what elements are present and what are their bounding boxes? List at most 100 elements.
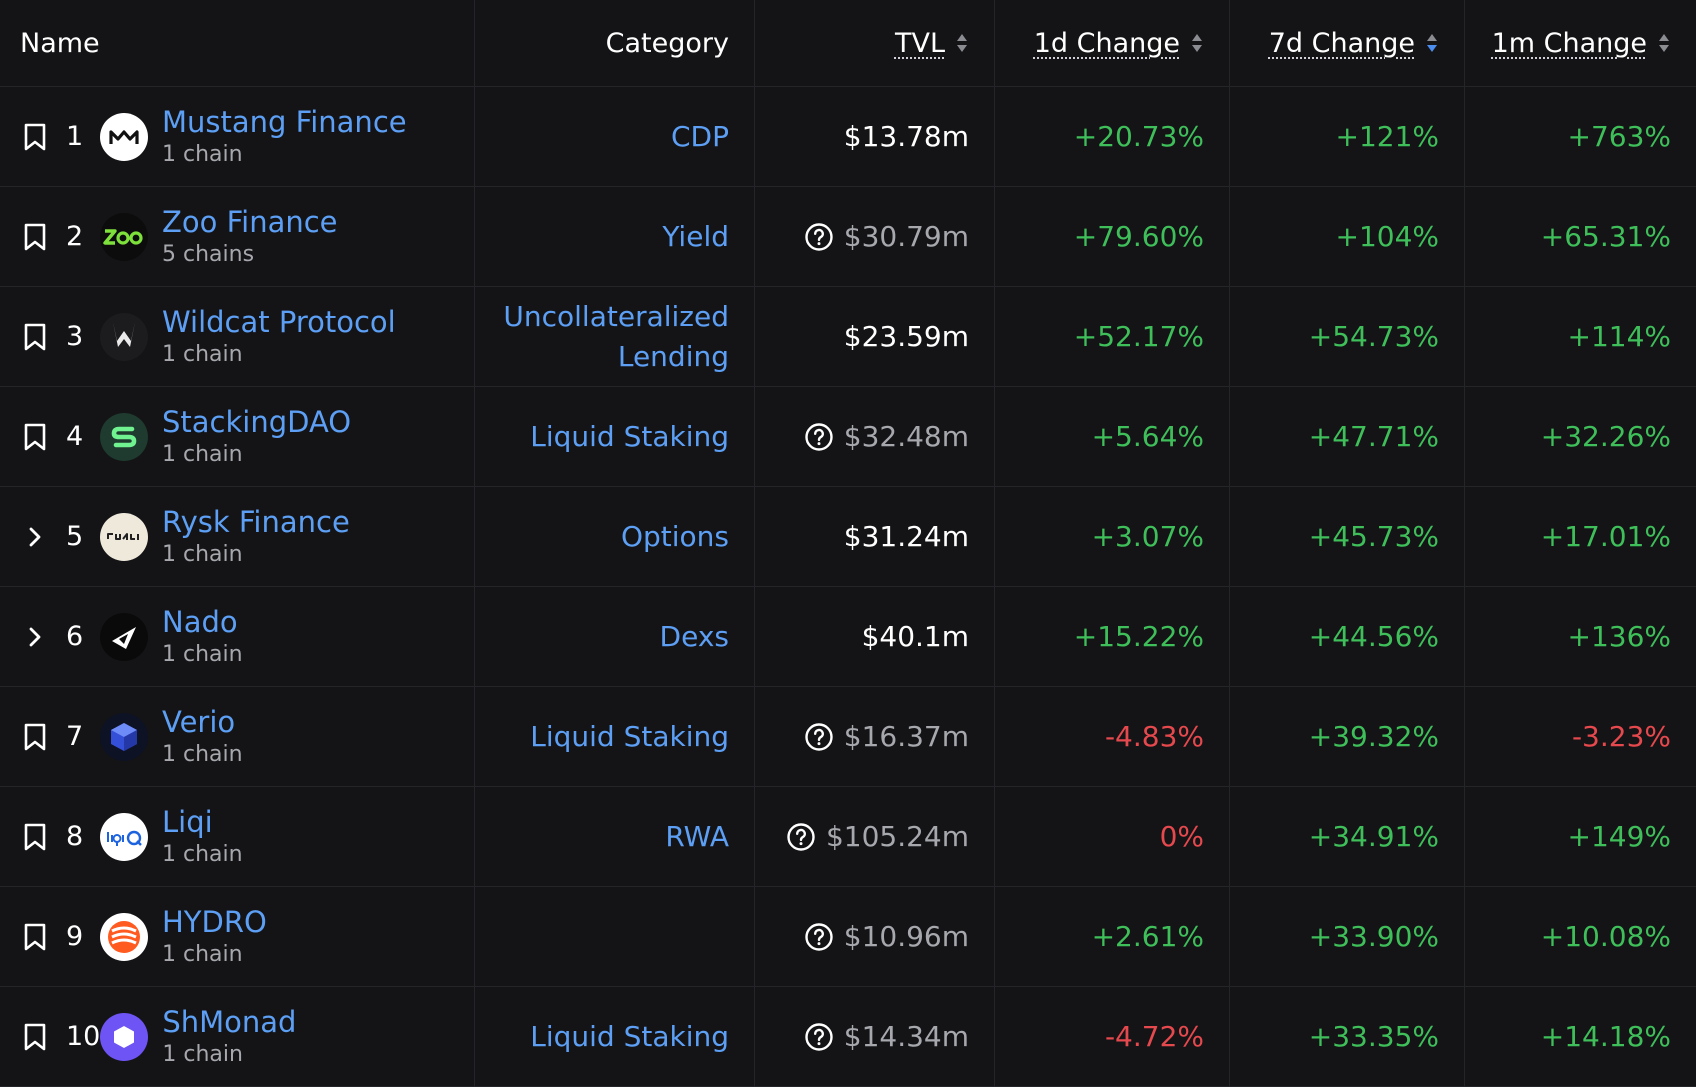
change-1m-value: +763% [1567, 120, 1671, 153]
change-7d-cell: +34.91% [1230, 787, 1465, 886]
bookmark-icon[interactable] [20, 322, 50, 352]
category-link[interactable]: Liquid Staking [530, 1019, 729, 1053]
change-7d-cell: +104% [1230, 187, 1465, 286]
change-7d-cell: +33.35% [1230, 987, 1465, 1086]
bookmark-icon[interactable] [20, 222, 50, 252]
bookmark-icon[interactable] [20, 122, 50, 152]
chain-count: 1 chain [162, 841, 243, 867]
table-row[interactable]: 6 Nado 1 chain Dexs $40.1m +15.22% +44.5… [0, 587, 1696, 687]
protocol-name-link[interactable]: Rysk Finance [162, 504, 350, 539]
name-cell: 5 Rysk Finance 1 chain [0, 487, 475, 586]
chain-count: 1 chain [162, 1041, 243, 1067]
rysk-logo [100, 512, 148, 561]
header-7d-change[interactable]: 7d Change [1230, 0, 1465, 86]
hydro-logo [100, 912, 148, 961]
name-cell: 8 Liqi 1 chain [0, 787, 475, 886]
help-circle-icon[interactable] [786, 822, 816, 852]
change-1m-cell: +17.01% [1465, 487, 1696, 586]
change-7d-cell: +54.73% [1230, 287, 1465, 386]
bookmark-icon[interactable] [20, 822, 50, 852]
tvl-value: $30.79m [843, 220, 969, 253]
change-1d-cell: +79.60% [995, 187, 1230, 286]
table-row[interactable]: 8 Liqi 1 chain RWA $105.24m 0% +34.91% +… [0, 787, 1696, 887]
protocol-name-link[interactable]: Wildcat Protocol [162, 304, 396, 339]
table-row[interactable]: 5 Rysk Finance 1 chain Options $31.24m +… [0, 487, 1696, 587]
header-1d-change-label[interactable]: 1d Change [1033, 27, 1180, 59]
header-1m-change-label[interactable]: 1m Change [1491, 27, 1647, 59]
header-tvl[interactable]: TVL [755, 0, 995, 86]
bookmark-icon[interactable] [20, 1022, 50, 1052]
help-circle-icon[interactable] [804, 922, 834, 952]
sort-icon[interactable] [1657, 32, 1671, 54]
change-7d-value: +121% [1335, 120, 1439, 153]
table-row[interactable]: 7 Verio 1 chain Liquid Staking $16.37m -… [0, 687, 1696, 787]
change-1m-cell: +149% [1465, 787, 1696, 886]
category-cell: Liquid Staking [475, 687, 755, 786]
bookmark-icon[interactable] [20, 422, 50, 452]
category-link[interactable]: Yield [662, 219, 729, 253]
mustang-logo [100, 112, 148, 161]
category-link[interactable]: Dexs [659, 619, 729, 653]
change-1d-cell: +52.17% [995, 287, 1230, 386]
tvl-cell: $30.79m [755, 187, 995, 286]
tvl-value: $40.1m [861, 620, 969, 653]
rank-number: 7 [66, 721, 84, 752]
category-cell: RWA [475, 787, 755, 886]
header-1d-change[interactable]: 1d Change [995, 0, 1230, 86]
protocol-name-link[interactable]: Nado [162, 604, 238, 639]
category-link[interactable]: RWA [665, 819, 729, 853]
category-link[interactable]: Uncollateralized Lending [503, 299, 729, 373]
category-link[interactable]: Liquid Staking [530, 419, 729, 453]
header-1m-change[interactable]: 1m Change [1465, 0, 1696, 86]
help-circle-icon[interactable] [804, 722, 834, 752]
change-1d-value: -4.72% [1104, 1020, 1204, 1053]
bookmark-icon[interactable] [20, 722, 50, 752]
change-1d-value: +15.22% [1073, 620, 1204, 653]
sort-icon[interactable] [955, 32, 969, 54]
change-1m-cell: +14.18% [1465, 987, 1696, 1086]
protocol-name-link[interactable]: Verio [162, 704, 236, 739]
header-7d-change-label[interactable]: 7d Change [1268, 27, 1415, 59]
chevron-right-icon[interactable] [20, 522, 50, 552]
protocol-name-link[interactable]: HYDRO [162, 904, 267, 939]
name-cell: 3 Wildcat Protocol 1 chain [0, 287, 475, 386]
change-1m-cell: +65.31% [1465, 187, 1696, 286]
protocol-name-link[interactable]: StackingDAO [162, 404, 352, 439]
bookmark-icon[interactable] [20, 922, 50, 952]
category-link[interactable]: Options [620, 519, 729, 553]
nado-logo [100, 612, 148, 661]
category-link[interactable]: Liquid Staking [530, 719, 729, 753]
sort-descending-icon[interactable] [1425, 32, 1439, 54]
change-1m-value: +10.08% [1540, 920, 1671, 953]
chevron-right-icon[interactable] [20, 622, 50, 652]
table-row[interactable]: 10 ShMonad 1 chain Liquid Staking $14.34… [0, 987, 1696, 1087]
table-header: Name Category TVL 1d Change 7d Change [0, 0, 1696, 87]
change-1d-cell: -4.83% [995, 687, 1230, 786]
change-7d-value: +54.73% [1308, 320, 1439, 353]
change-7d-value: +47.71% [1308, 420, 1439, 453]
category-cell: Options [475, 487, 755, 586]
chain-count: 1 chain [162, 141, 243, 167]
protocol-name-link[interactable]: Mustang Finance [162, 104, 407, 139]
protocol-name-link[interactable]: Zoo Finance [162, 204, 338, 239]
table-row[interactable]: 4 StackingDAO 1 chain Liquid Staking $32… [0, 387, 1696, 487]
help-circle-icon[interactable] [804, 422, 834, 452]
sort-icon[interactable] [1190, 32, 1204, 54]
help-circle-icon[interactable] [804, 222, 834, 252]
table-row[interactable]: 9 HYDRO 1 chain $10.96m +2.61% +33.90% +… [0, 887, 1696, 987]
protocol-name-link[interactable]: ShMonad [162, 1004, 297, 1039]
rank-number: 1 [66, 121, 84, 152]
tvl-value: $31.24m [843, 520, 969, 553]
table-row[interactable]: 1 Mustang Finance 1 chain CDP $13.78m +2… [0, 87, 1696, 187]
table-row[interactable]: 2 Zoo Finance 5 chains Yield $30.79m +79… [0, 187, 1696, 287]
header-tvl-label[interactable]: TVL [894, 27, 945, 59]
category-link[interactable]: CDP [671, 119, 729, 153]
tvl-cell: $10.96m [755, 887, 995, 986]
help-circle-icon[interactable] [804, 1022, 834, 1052]
protocol-name-link[interactable]: Liqi [162, 804, 213, 839]
change-1d-cell: +2.61% [995, 887, 1230, 986]
name-cell: 4 StackingDAO 1 chain [0, 387, 475, 486]
change-1d-value: 0% [1159, 820, 1204, 853]
table-row[interactable]: 3 Wildcat Protocol 1 chain Uncollaterali… [0, 287, 1696, 387]
